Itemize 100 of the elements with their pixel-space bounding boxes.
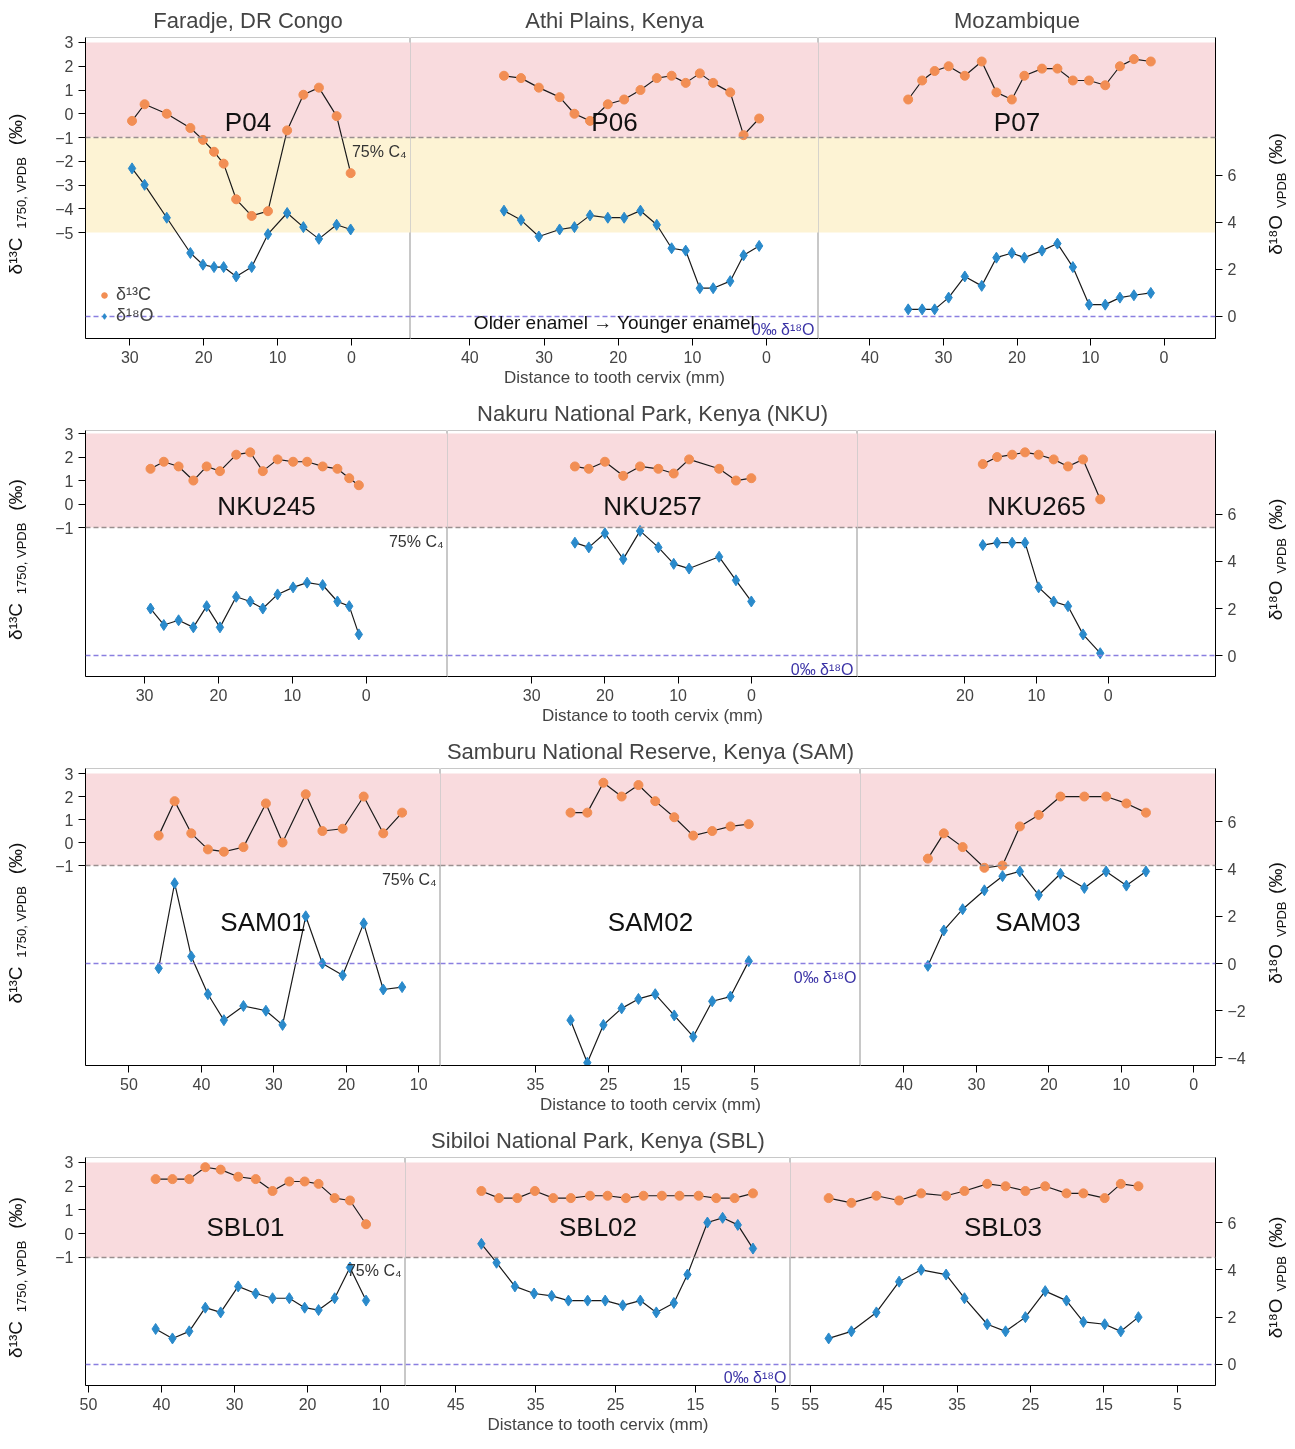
point xyxy=(669,812,680,823)
y-tick-label: 1 xyxy=(64,472,74,490)
point xyxy=(245,447,256,458)
point xyxy=(332,463,343,474)
y2-axis-title: δ¹⁸OVPDB (‰) xyxy=(1265,498,1289,621)
point xyxy=(1115,291,1125,304)
y-tick-label: −2 xyxy=(55,153,74,171)
point xyxy=(554,92,565,103)
point xyxy=(635,524,645,537)
point xyxy=(184,1174,195,1185)
point xyxy=(1007,536,1017,549)
point xyxy=(219,1014,229,1027)
y-tick-label: 2 xyxy=(64,58,74,76)
y-tick-label: 0 xyxy=(64,834,74,852)
point xyxy=(498,70,509,81)
point xyxy=(894,1275,904,1288)
point xyxy=(529,1287,539,1300)
point xyxy=(585,1190,596,1201)
point xyxy=(201,461,212,472)
point xyxy=(616,791,627,802)
point xyxy=(943,61,954,72)
x-tick-label: 10 xyxy=(1027,686,1046,704)
y-tick-label: 1 xyxy=(64,811,74,829)
point xyxy=(153,830,164,841)
point xyxy=(198,258,208,271)
point xyxy=(1084,75,1095,86)
point xyxy=(200,1162,211,1173)
point xyxy=(746,473,757,484)
y-tick-label: 0 xyxy=(64,496,74,514)
point xyxy=(215,621,225,634)
point xyxy=(997,860,1008,871)
point xyxy=(263,228,273,241)
x-tick-label: 35 xyxy=(526,1075,545,1093)
point xyxy=(197,134,208,145)
x-tick-label: 10 xyxy=(268,348,287,366)
point xyxy=(272,454,283,465)
point xyxy=(959,1186,970,1196)
point xyxy=(1063,600,1073,613)
point xyxy=(583,1056,592,1066)
point xyxy=(1115,1178,1126,1189)
point xyxy=(215,1164,226,1175)
point xyxy=(1067,75,1078,86)
point xyxy=(397,981,407,994)
point xyxy=(651,73,662,84)
point xyxy=(167,1174,178,1185)
y2-tick-label: 2 xyxy=(1227,261,1237,279)
point xyxy=(747,1188,758,1199)
point xyxy=(186,828,197,839)
y-tick-label: 1 xyxy=(64,82,74,99)
point xyxy=(209,146,220,157)
point xyxy=(1052,63,1063,74)
x-tick-label: 40 xyxy=(861,348,879,366)
y-tick-label: 0 xyxy=(64,1225,74,1243)
y2-tick-label: 6 xyxy=(1227,167,1237,185)
point xyxy=(992,452,1003,463)
point xyxy=(941,1190,952,1201)
x-tick-label: 20 xyxy=(609,348,628,366)
point xyxy=(669,1296,679,1309)
point xyxy=(288,456,299,467)
point xyxy=(1020,1186,1031,1196)
y2-tick-label: 0 xyxy=(1227,308,1237,326)
point xyxy=(1099,1193,1110,1204)
x-tick-label: 40 xyxy=(152,1395,171,1413)
y-tick-label: −1 xyxy=(55,857,74,875)
point xyxy=(1145,56,1156,67)
point xyxy=(313,82,324,93)
point xyxy=(188,475,199,486)
point xyxy=(233,1171,244,1182)
point xyxy=(1019,70,1030,81)
y-tick-label: 3 xyxy=(64,765,74,783)
point xyxy=(354,628,364,641)
point xyxy=(169,796,180,807)
point xyxy=(653,463,664,474)
point xyxy=(337,823,348,834)
x-tick-label: 0 xyxy=(361,686,371,704)
annotation: P07 xyxy=(993,106,1041,137)
point xyxy=(516,73,527,84)
x-tick-label: 50 xyxy=(120,1075,138,1093)
y-axis-title: δ¹³C1750, VPDB (‰) xyxy=(5,113,29,275)
x-tick-label: 10 xyxy=(409,1075,428,1093)
ref-line-label: 0‰ δ¹⁸O xyxy=(723,1369,787,1387)
point xyxy=(1101,865,1111,878)
x-tick-label: 35 xyxy=(526,1395,545,1413)
y-tick-label: −1 xyxy=(55,1249,74,1267)
point xyxy=(202,844,213,855)
point xyxy=(714,550,724,563)
ref-line-label: 0‰ δ¹⁸O xyxy=(793,968,857,986)
point xyxy=(1015,865,1025,878)
y-tick-label: −3 xyxy=(55,177,74,195)
point xyxy=(261,1004,271,1017)
y2-tick-label: 4 xyxy=(1227,553,1237,571)
x-tick-label: 0 xyxy=(1159,348,1169,366)
annotation: NKU245 xyxy=(217,490,316,521)
point xyxy=(1063,461,1073,472)
point xyxy=(1068,261,1078,274)
point xyxy=(1048,454,1059,465)
x-tick-label: 5 xyxy=(750,1075,760,1093)
x-tick-label: 15 xyxy=(686,1395,705,1413)
point xyxy=(529,1186,540,1196)
point xyxy=(916,1263,926,1276)
